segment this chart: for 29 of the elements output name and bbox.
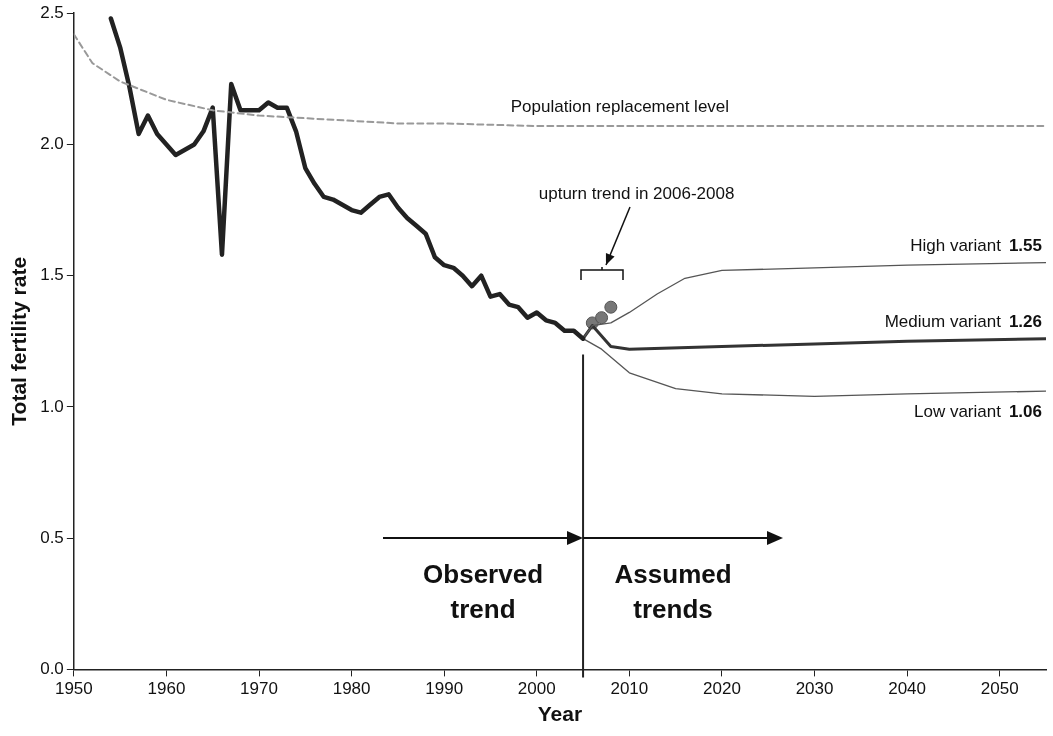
data-label: 1.26 xyxy=(1008,311,1042,331)
x-tick-label: 2010 xyxy=(610,679,649,699)
annotation: Observed trend xyxy=(423,559,544,625)
y-tick-label: 2.5 xyxy=(40,2,64,22)
annotation: upturn trend in 2006-2008 xyxy=(538,184,735,204)
series-label: Low variant xyxy=(913,402,1002,422)
x-tick-label: 1980 xyxy=(332,679,371,699)
x-tick-label: 2020 xyxy=(703,679,741,699)
y-tick-label: 0.0 xyxy=(40,659,64,679)
x-tick-label: 1990 xyxy=(425,679,464,699)
y-tick-label: 0.5 xyxy=(40,527,64,547)
y-tick-label: 1.0 xyxy=(40,396,64,416)
x-tick-label: 1950 xyxy=(54,679,93,699)
x-tick-label: 2030 xyxy=(795,679,834,699)
x-tick-label: 2040 xyxy=(888,679,927,699)
y-tick-label: 2.0 xyxy=(40,134,64,154)
series-label: Population replacement level xyxy=(510,97,730,117)
x-tick-label: 2050 xyxy=(980,679,1019,699)
x-axis-title: Year xyxy=(537,702,583,726)
x-tick-label: 1970 xyxy=(240,679,278,699)
data-label: 1.06 xyxy=(1008,402,1042,422)
annotation: Assumed trends xyxy=(614,559,732,625)
y-tick-label: 1.5 xyxy=(40,265,64,285)
x-tick-label: 2000 xyxy=(517,679,556,699)
y-axis-title: Total fertility rate xyxy=(7,256,31,426)
data-label: 1.55 xyxy=(1008,235,1042,255)
series-label: Medium variant xyxy=(884,311,1002,331)
series-label: High variant xyxy=(910,235,1002,255)
x-tick-label: 1960 xyxy=(147,679,186,699)
